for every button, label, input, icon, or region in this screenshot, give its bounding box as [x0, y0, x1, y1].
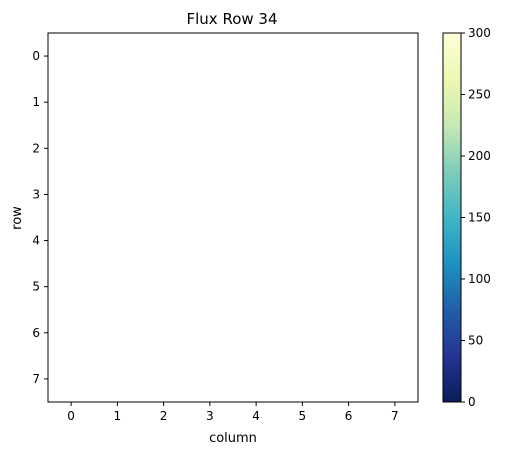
x-tick-label: 0: [67, 409, 75, 423]
colorbar-tick-label: 200: [468, 149, 491, 163]
y-tick-label: 0: [32, 49, 40, 63]
x-tick-label: 3: [206, 409, 214, 423]
plot-area: [47, 32, 419, 403]
y-tick-label: 3: [32, 187, 40, 201]
y-tick-label: 6: [32, 326, 40, 340]
x-tick-label: 2: [160, 409, 168, 423]
x-tick-label: 7: [391, 409, 399, 423]
y-tick-label: 7: [32, 372, 40, 386]
x-axis-label: column: [209, 431, 257, 446]
colorbar-tick-label: 0: [468, 395, 476, 409]
y-tick-label: 1: [32, 95, 40, 109]
colorbar: [442, 32, 462, 403]
x-tick-label: 6: [345, 409, 353, 423]
chart-title: Flux Row 34: [187, 10, 278, 28]
y-tick-label: 4: [32, 234, 40, 248]
y-tick-label: 5: [32, 280, 40, 294]
y-tick-label: 2: [32, 141, 40, 155]
y-axis-label: row: [10, 206, 25, 230]
colorbar-ticks: 0 50 100 150 200 250 300: [461, 26, 491, 409]
colorbar-tick-label: 50: [468, 334, 483, 348]
x-tick-label: 1: [114, 409, 122, 423]
colorbar-tick-label: 150: [468, 211, 491, 225]
x-tick-label: 4: [252, 409, 260, 423]
x-tick-label: 5: [299, 409, 307, 423]
colorbar-tick-label: 300: [468, 26, 491, 40]
colorbar-tick-label: 250: [468, 88, 491, 102]
x-axis-ticks: 0 1 2 3 4 5 6 7: [67, 402, 399, 423]
y-axis-ticks: 0 1 2 3 4 5 6 7: [32, 49, 48, 386]
colorbar-tick-label: 100: [468, 272, 491, 286]
